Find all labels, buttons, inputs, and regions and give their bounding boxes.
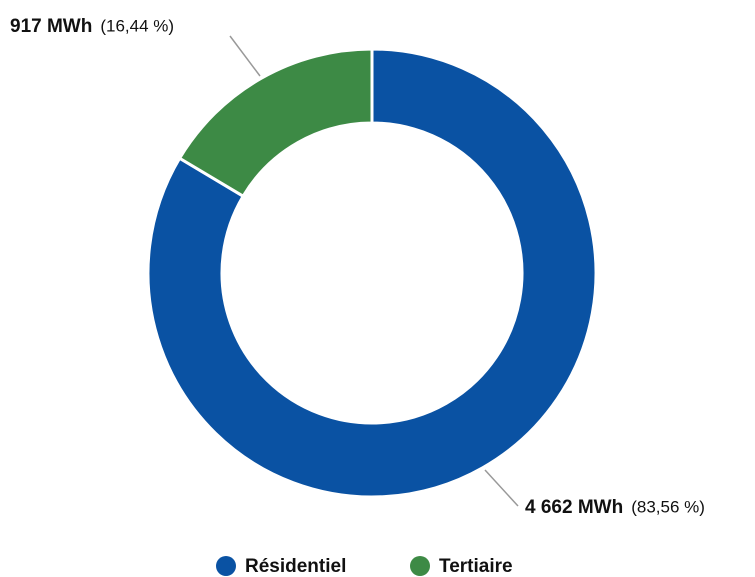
percent-label: (16,44 %) xyxy=(100,16,174,35)
legend-label: Tertiaire xyxy=(439,556,513,577)
donut-slice xyxy=(177,47,374,199)
leader-line xyxy=(484,469,519,507)
legend-label: Résidentiel xyxy=(245,556,346,577)
donut-slice xyxy=(146,47,598,499)
leader-line xyxy=(229,35,261,77)
legend-marker xyxy=(216,556,236,576)
value-label: 4 662 MWh xyxy=(525,497,623,518)
value-label: 917 MWh xyxy=(10,16,92,37)
legend-marker xyxy=(410,556,430,576)
percent-label: (83,56 %) xyxy=(631,497,705,516)
